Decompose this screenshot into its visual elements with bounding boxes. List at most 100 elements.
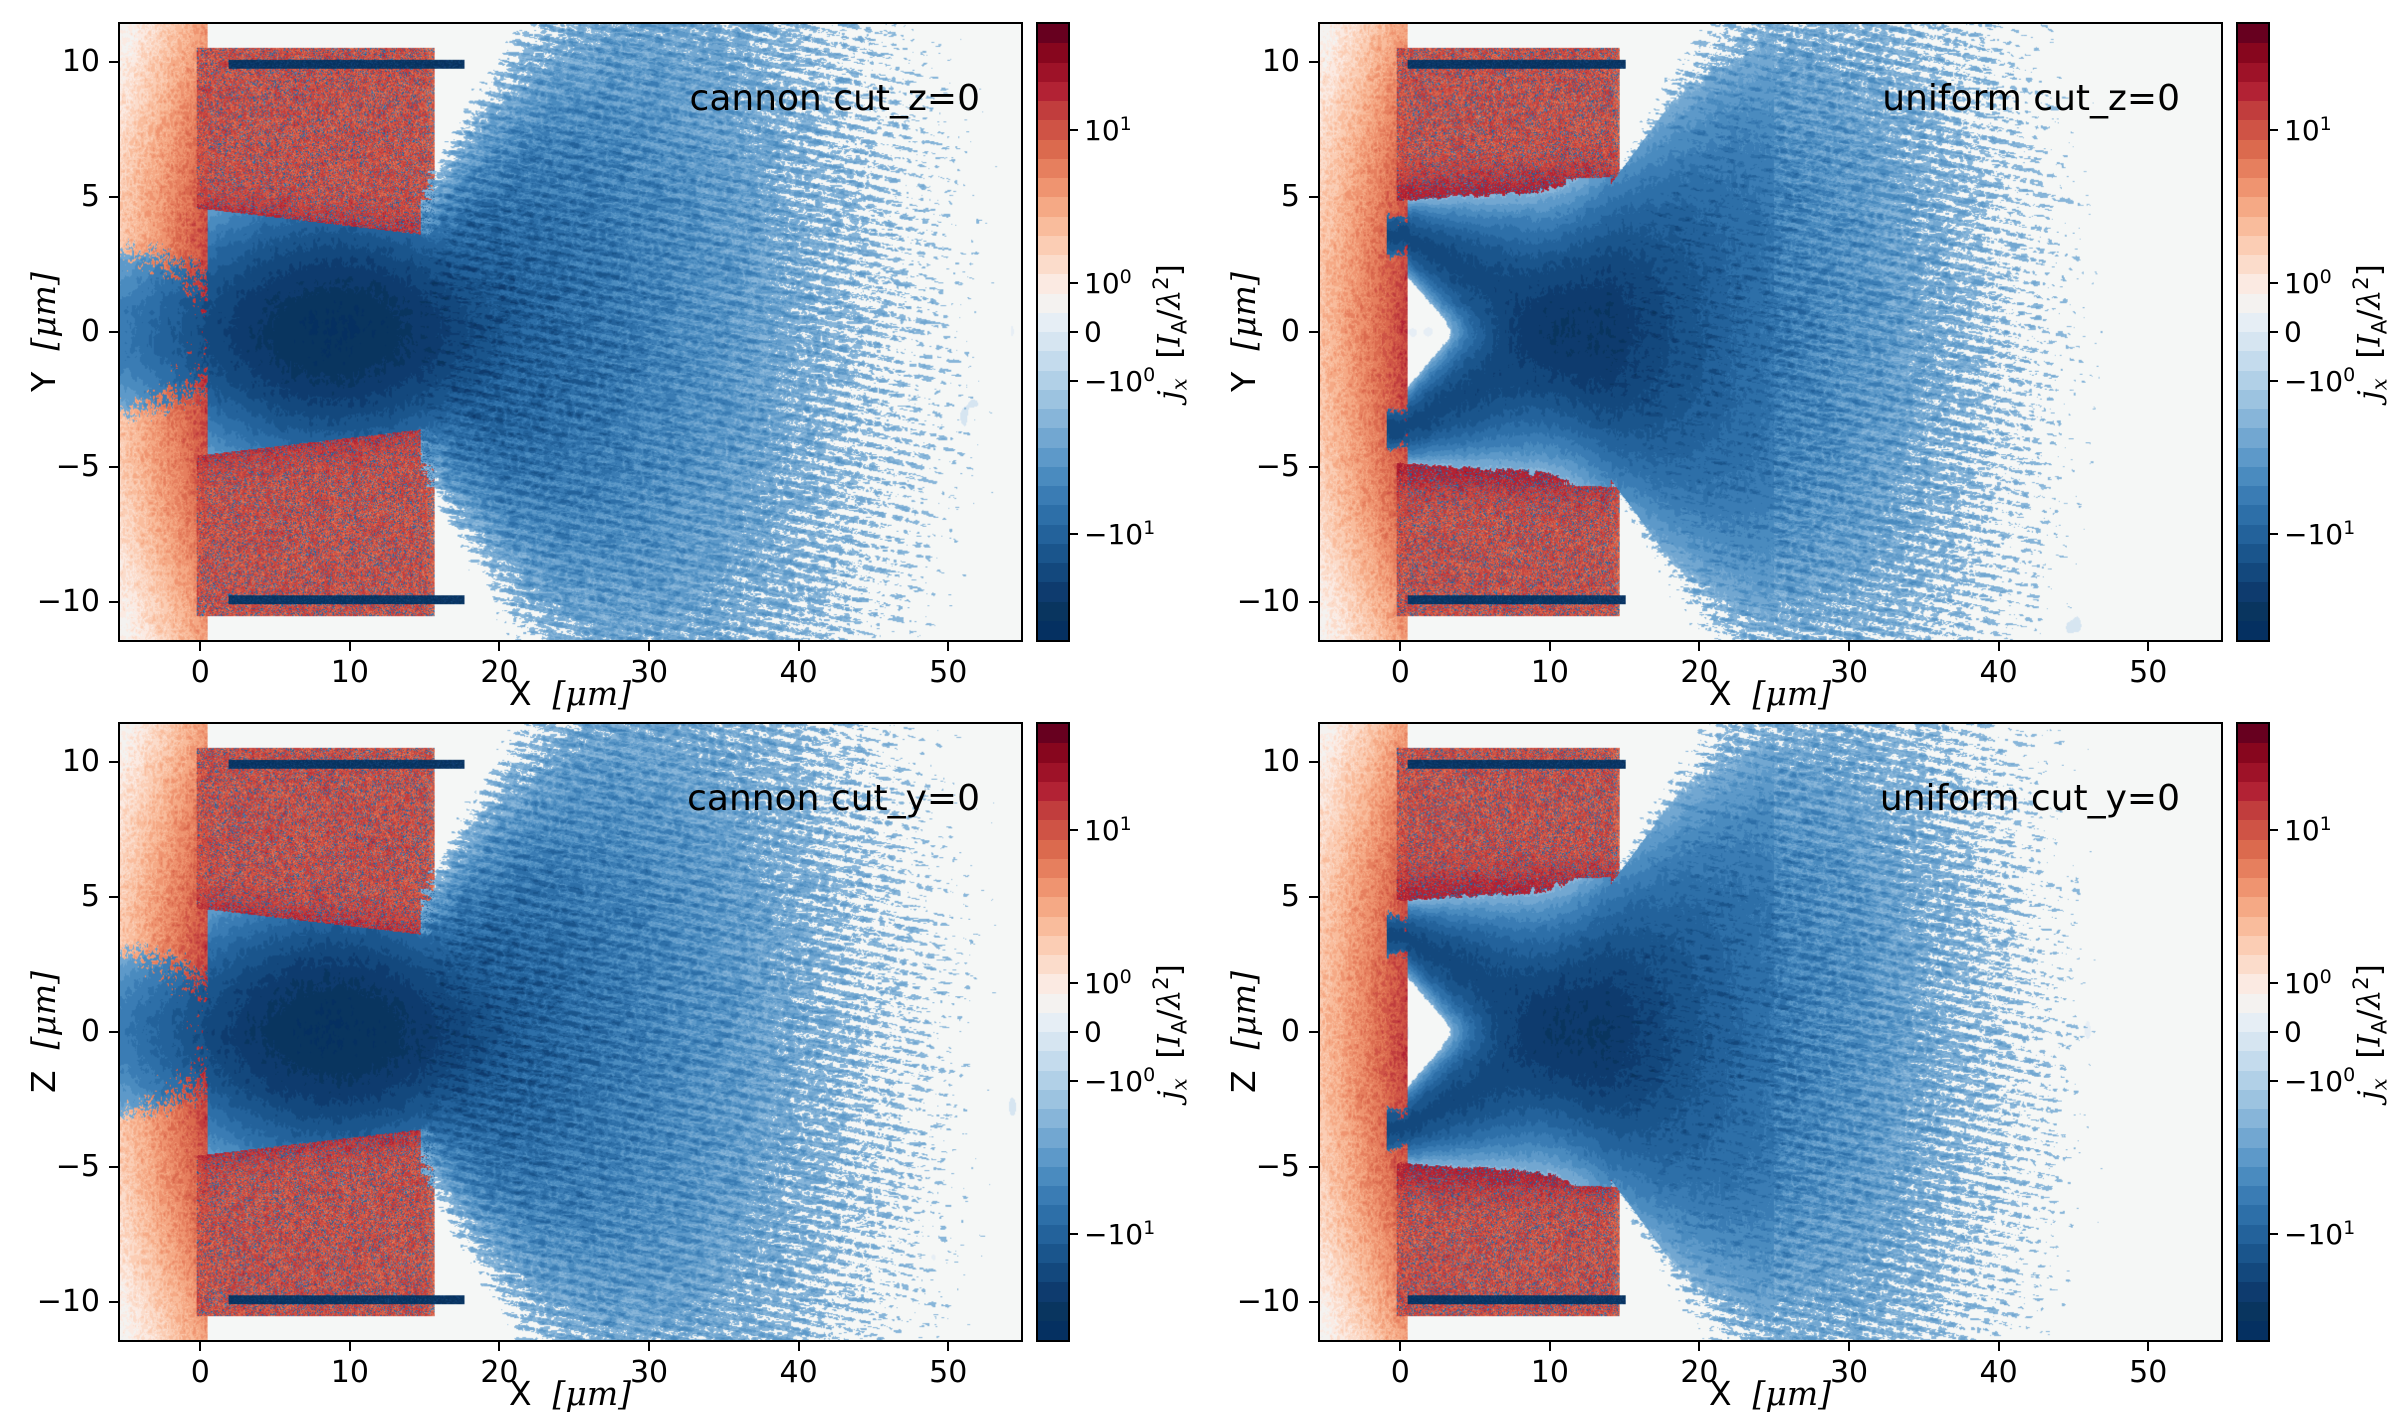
colorbar-segment <box>1038 1263 1068 1283</box>
x-axis-title-top-right: X [μm] <box>1708 674 1832 713</box>
y-tick-br-4 <box>1309 1300 1318 1303</box>
y-ticklabel-tr-1: 5 <box>1280 179 1300 215</box>
colorbar-segment <box>1038 582 1068 602</box>
x-ticklabel-tr-0: 0 <box>1390 655 1410 690</box>
colorbar-segment <box>1038 524 1068 544</box>
colorbar-segment <box>2238 993 2268 1013</box>
colorbar-tick-tr-4 <box>2270 532 2278 535</box>
colorbar-segment <box>1038 1012 1068 1032</box>
colorbar-segment <box>1038 916 1068 936</box>
axes-top-left <box>118 22 1023 642</box>
panel-annotation-bottom-right: uniform cut_y=0 <box>1879 778 2180 819</box>
colorbar-segment <box>2238 620 2268 640</box>
axes-bottom-right <box>1318 722 2223 1342</box>
colorbar-segment <box>1038 274 1068 294</box>
x-tick-br-5 <box>2147 1342 2150 1351</box>
colorbar-segment <box>1038 974 1068 994</box>
colorbar-segment <box>2238 255 2268 275</box>
colorbar-tick-tl-1 <box>1070 281 1078 284</box>
colorbar-tick-br-4 <box>2270 1232 2278 1235</box>
colorbar-ticklabel-br-4: −101 <box>2284 1216 2356 1251</box>
y-ticklabel-bl-0: 10 <box>61 744 100 780</box>
colorbar-ticklabel-tl-4: −101 <box>1084 516 1156 551</box>
x-ticklabel-bl-4: 40 <box>779 1355 818 1390</box>
colorbar-tick-br-0 <box>2270 829 2278 832</box>
y-tick-bl-1 <box>109 896 118 899</box>
colorbar-segment <box>1038 858 1068 878</box>
x-ticklabel-tr-2: 20 <box>1680 655 1719 690</box>
colorbar-segment <box>2238 216 2268 236</box>
colorbar-segment <box>1038 197 1068 217</box>
x-ticklabel-br-5: 50 <box>2129 1355 2168 1390</box>
x-tick-tl-4 <box>797 642 800 651</box>
colorbar-segment <box>1038 43 1068 63</box>
x-tick-tr-1 <box>1548 642 1551 651</box>
colorbar-segment <box>2238 43 2268 63</box>
x-ticklabel-tr-5: 50 <box>2129 655 2168 690</box>
x-tick-tl-5 <box>947 642 950 651</box>
y-ticklabel-tr-3: −5 <box>1255 448 1300 484</box>
colorbar-ticklabel-bl-0: 101 <box>1084 813 1132 848</box>
colorbar-tick-tl-0 <box>1070 129 1078 132</box>
colorbar-segment <box>2238 62 2268 82</box>
colorbar-tick-br-3 <box>2270 1080 2278 1083</box>
y-tick-bl-2 <box>109 1031 118 1033</box>
colorbar-segment <box>1038 1205 1068 1225</box>
x-ticklabel-bl-3: 30 <box>629 1355 669 1390</box>
heatmap-image-bottom-right <box>1320 724 2221 1340</box>
colorbar-ticklabel-br-2: 0 <box>2284 1015 2302 1049</box>
colorbar-segment <box>1038 1224 1068 1244</box>
colorbar-segment <box>1038 235 1068 255</box>
colorbar-tick-bl-1 <box>1070 981 1078 984</box>
colorbar-tick-tr-2 <box>2270 331 2278 333</box>
x-tick-bl-2 <box>498 1342 501 1351</box>
colorbar-segment <box>1038 1147 1068 1167</box>
colorbar-segment <box>2238 1224 2268 1244</box>
colorbar-tick-tr-1 <box>2270 281 2278 284</box>
colorbar-segment <box>2238 1301 2268 1321</box>
colorbar-segment <box>2238 1032 2268 1052</box>
colorbar-segment <box>2238 1109 2268 1129</box>
colorbar-segment <box>2238 1147 2268 1167</box>
y-tick-tl-3 <box>109 465 118 468</box>
y-ticklabel-tl-3: −5 <box>55 448 100 484</box>
colorbar-segment <box>2238 486 2268 506</box>
colorbar-segment <box>1038 24 1068 44</box>
colorbar-segment <box>2238 724 2268 744</box>
x-tick-tr-3 <box>1848 642 1851 651</box>
colorbar-segment <box>2238 524 2268 544</box>
x-ticklabel-tr-3: 30 <box>1829 655 1869 690</box>
colorbar-segment <box>2238 409 2268 429</box>
y-tick-tr-1 <box>1309 196 1318 199</box>
y-tick-tl-4 <box>109 600 118 603</box>
y-ticklabel-tl-0: 10 <box>61 44 100 80</box>
x-tick-br-4 <box>1997 1342 2000 1351</box>
colorbar-segment <box>2238 370 2268 390</box>
colorbar-tick-tl-4 <box>1070 532 1078 535</box>
x-tick-tr-0 <box>1399 642 1402 651</box>
colorbar-segment <box>2238 1282 2268 1302</box>
colorbar-segment <box>1038 466 1068 486</box>
y-ticklabel-br-3: −5 <box>1255 1148 1300 1184</box>
colorbar-segment <box>2238 781 2268 801</box>
colorbar-ticklabel-tr-0: 101 <box>2284 113 2332 148</box>
colorbar-segment <box>1038 743 1068 763</box>
colorbar-segment <box>1038 1186 1068 1206</box>
colorbar-segment <box>1038 1166 1068 1186</box>
panel-top-right: uniform cut_z=0 Y [μm] X [μm] jx [IA/λ2]… <box>1200 0 2392 713</box>
y-tick-tl-2 <box>109 331 118 333</box>
x-tick-tl-1 <box>348 642 351 651</box>
y-ticklabel-bl-4: −10 <box>36 1283 100 1319</box>
y-tick-br-0 <box>1309 761 1318 764</box>
colorbar-segment <box>1038 62 1068 82</box>
colorbar-top-left <box>1036 22 1070 642</box>
axes-top-right <box>1318 22 2223 642</box>
colorbar-segment <box>1038 81 1068 101</box>
y-ticklabel-tr-4: −10 <box>1236 583 1300 619</box>
colorbar-segment <box>2238 101 2268 121</box>
panel-annotation-bottom-left: cannon cut_y=0 <box>687 778 980 819</box>
colorbar-segment <box>2238 139 2268 159</box>
colorbar-segment <box>2238 974 2268 994</box>
colorbar-tick-tl-3 <box>1070 380 1078 383</box>
